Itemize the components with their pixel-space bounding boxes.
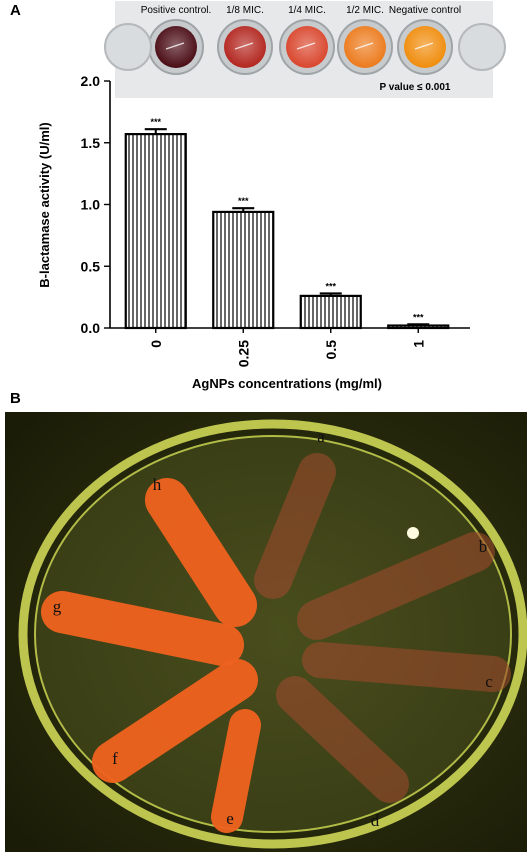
well-shine [286,26,328,68]
streak-h [145,478,257,627]
x-tick-label: 0.5 [323,340,339,360]
panel-b-label: B [10,390,21,407]
light-reflection [407,527,419,539]
well-label: Negative control [389,5,461,16]
streak-f [92,659,258,783]
empty-well [104,23,152,71]
well-reflection [165,42,185,50]
streak-letter: a [317,427,325,446]
bar-0 [124,133,187,330]
y-tick-label: 0.5 [81,258,101,274]
streak-e [211,709,261,833]
petri-dish-photo: a b c d e f g h [5,412,527,852]
streak-letter: h [153,475,162,494]
streak-a [254,453,336,599]
significance-label: *** [238,196,249,206]
bar-1 [387,324,450,330]
panel-a-label: A [10,2,21,19]
x-tick-label: 0.25 [235,340,251,367]
well-shine [344,26,386,68]
x-tick-label: 0 [148,340,164,348]
well-shine [224,26,266,68]
streak-letter: b [479,537,488,556]
well-label: 1/2 MIC. [346,5,384,16]
streak-letter: c [485,672,493,691]
well-shine [404,26,446,68]
streak-letter: f [112,749,118,768]
y-tick-label: 2.0 [81,73,101,89]
streak-letter: e [226,809,234,828]
streak-d [276,676,409,803]
bar-0.25 [212,210,275,330]
y-tick-label: 0.0 [81,320,101,336]
well-reflection [414,42,434,50]
significance-label: *** [325,281,336,291]
well-label: Positive control. [141,5,212,16]
wells-inset: Positive control. 1/8 MIC. 1/4 MIC. 1/2 MIC… [104,1,506,98]
well-reflection [234,42,254,50]
well-shine [155,26,197,68]
well-reflection [354,42,374,50]
x-axis-title: AgNPs concentrations (mg/ml) [192,376,382,391]
streak-letter: g [53,597,62,616]
y-tick-label: 1.0 [81,197,101,213]
empty-well [458,23,506,71]
streak-letter: d [371,811,380,830]
well-label: 1/8 MIC. [226,5,264,16]
bar-0.5 [299,294,362,330]
streak-b [297,532,495,640]
bar-chart: Positive control. 1/8 MIC. 1/4 MIC. 1/2 MIC… [37,1,506,391]
plate-rim [18,419,527,849]
y-axis-title: B-lactamase activity (U/ml) [37,122,52,287]
significance-label: *** [150,117,161,127]
well-label: 1/4 MIC. [288,5,326,16]
streak-c [302,642,511,692]
significance-label: *** [413,312,424,322]
streak-g [41,591,244,666]
x-tick-label: 1 [410,340,426,348]
well-reflection [296,42,316,50]
p-value-label: P value ≤ 0.001 [380,82,451,93]
y-tick-label: 1.5 [81,135,101,151]
